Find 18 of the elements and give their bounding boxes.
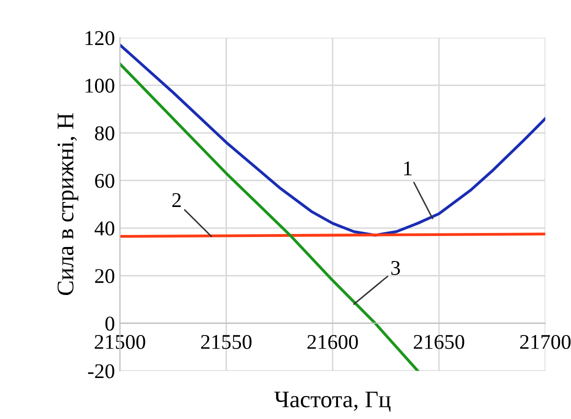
y-tick-label: 60 [95,174,114,188]
x-tick-label: 21650 [414,334,464,349]
y-tick-label: 0 [105,316,114,331]
x-tick-label: 21700 [520,334,571,349]
y-tick-label: 20 [95,269,114,284]
y-tick-label: 80 [95,126,114,140]
x-axis-title: Частота, Гц [274,392,391,412]
x-tick-label: 21500 [94,334,146,349]
y-tick-label: 120 [86,31,114,46]
x-tick-label: 21550 [201,334,252,349]
annotation: 1 [404,161,412,176]
x-tick-label: 21600 [307,334,358,349]
y-tick-label: 40 [94,221,114,236]
y-axis-title: Сила в стрижні, Н [58,113,78,296]
annotation: 2 [172,193,181,207]
y-tick-label: -20 [88,364,114,378]
y-tick-label: 100 [86,78,114,93]
annotation: 3 [391,260,400,275]
